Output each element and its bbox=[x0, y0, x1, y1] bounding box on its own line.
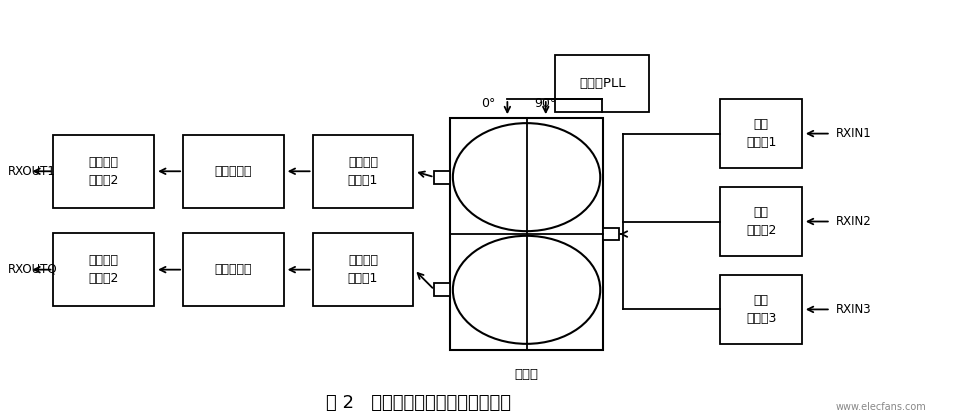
Text: 可变增益
放大器1: 可变增益 放大器1 bbox=[348, 254, 378, 285]
FancyBboxPatch shape bbox=[183, 233, 283, 306]
Text: RXIN1: RXIN1 bbox=[835, 127, 872, 140]
Text: 低噪
放大器2: 低噪 放大器2 bbox=[746, 206, 776, 237]
Text: 锁相环PLL: 锁相环PLL bbox=[579, 77, 626, 90]
Text: 混频器: 混频器 bbox=[514, 368, 538, 381]
FancyBboxPatch shape bbox=[312, 233, 413, 306]
Text: 可变增益
放大器2: 可变增益 放大器2 bbox=[88, 254, 119, 285]
FancyBboxPatch shape bbox=[721, 99, 802, 168]
Text: 低噪
放大器1: 低噪 放大器1 bbox=[746, 118, 776, 149]
FancyBboxPatch shape bbox=[555, 55, 650, 112]
Text: 低通滤波器: 低通滤波器 bbox=[214, 263, 252, 276]
Text: RXOUTQ: RXOUTQ bbox=[8, 263, 57, 276]
Text: 0°: 0° bbox=[481, 97, 495, 110]
FancyBboxPatch shape bbox=[604, 228, 619, 241]
FancyBboxPatch shape bbox=[434, 171, 450, 184]
Text: 可变增益
放大器1: 可变增益 放大器1 bbox=[348, 156, 378, 187]
Text: 低噪
放大器3: 低噪 放大器3 bbox=[746, 294, 776, 325]
Text: RXOUT1: RXOUT1 bbox=[8, 165, 56, 178]
FancyBboxPatch shape bbox=[721, 275, 802, 344]
Text: RXIN2: RXIN2 bbox=[835, 215, 872, 228]
Text: 低通滤波器: 低通滤波器 bbox=[214, 165, 252, 178]
FancyBboxPatch shape bbox=[312, 135, 413, 208]
Text: 可变增益
放大器2: 可变增益 放大器2 bbox=[88, 156, 119, 187]
Text: RXIN3: RXIN3 bbox=[835, 303, 872, 316]
FancyBboxPatch shape bbox=[434, 284, 450, 296]
Text: 图 2   无线射频收发模块的接收链路: 图 2 无线射频收发模块的接收链路 bbox=[326, 394, 510, 412]
FancyBboxPatch shape bbox=[183, 135, 283, 208]
FancyBboxPatch shape bbox=[721, 187, 802, 256]
FancyBboxPatch shape bbox=[54, 135, 154, 208]
Ellipse shape bbox=[453, 236, 601, 344]
Ellipse shape bbox=[453, 123, 601, 231]
Text: 90°: 90° bbox=[534, 97, 556, 110]
Text: www.elecfans.com: www.elecfans.com bbox=[836, 402, 926, 412]
FancyBboxPatch shape bbox=[54, 233, 154, 306]
FancyBboxPatch shape bbox=[450, 118, 604, 350]
